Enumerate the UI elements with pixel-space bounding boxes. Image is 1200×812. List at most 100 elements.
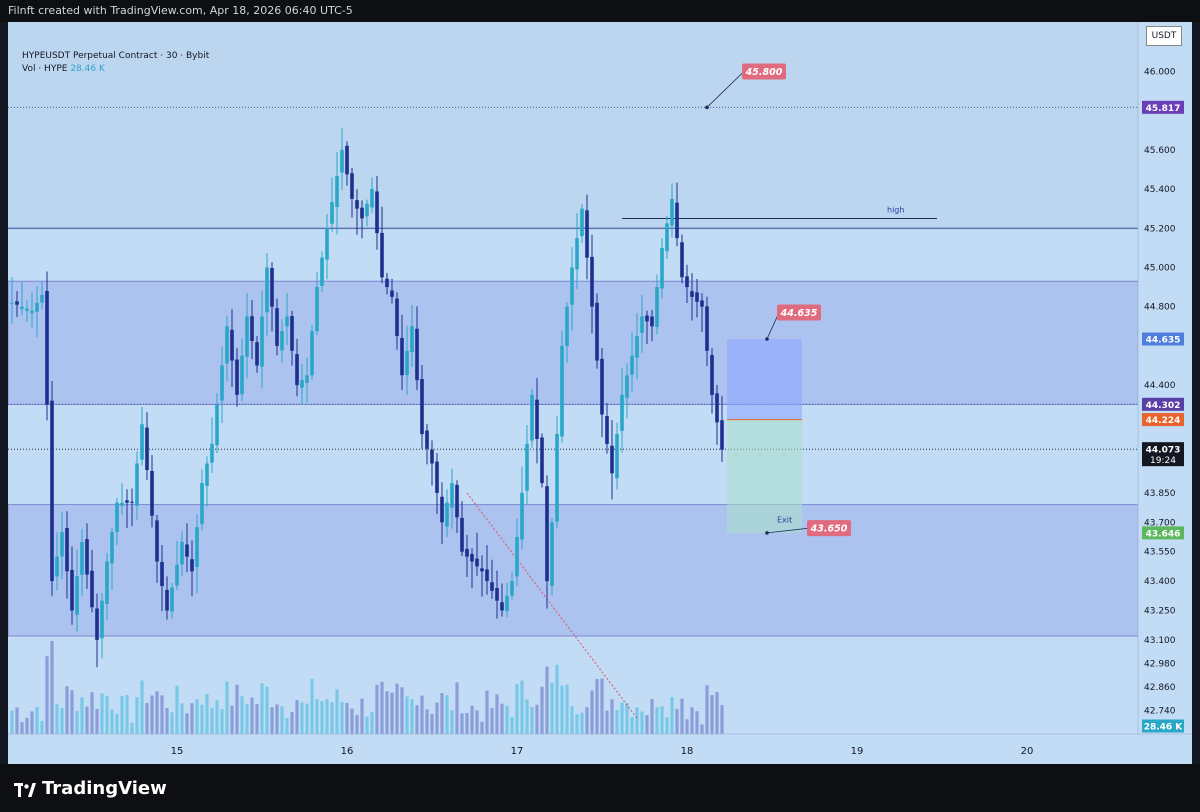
candle-body xyxy=(590,256,594,307)
callout-anchor[interactable] xyxy=(765,531,769,535)
candle-body xyxy=(340,149,344,173)
candle-body xyxy=(560,345,564,437)
candle-body xyxy=(390,290,394,297)
volume-bar xyxy=(95,708,99,734)
candle-body xyxy=(615,434,619,479)
volume-bar xyxy=(255,704,259,734)
candle-body xyxy=(220,365,224,401)
candle-body xyxy=(250,316,254,341)
callout-anchor[interactable] xyxy=(765,337,769,341)
price-tick-label: 43.700 xyxy=(1144,518,1176,528)
price-label-box[interactable] xyxy=(1142,526,1184,540)
candle-body xyxy=(565,306,569,346)
volume-bar xyxy=(545,666,549,734)
volume-bar xyxy=(165,708,169,734)
volume-bar xyxy=(425,709,429,734)
price-label-box[interactable] xyxy=(1142,100,1184,114)
candle-body xyxy=(445,502,449,527)
volume-bar xyxy=(445,695,449,734)
callout-box[interactable] xyxy=(742,63,786,80)
candle-body xyxy=(545,486,549,582)
price-tick-label: 44.400 xyxy=(1144,381,1176,391)
candle-body xyxy=(275,308,279,346)
callout-leader xyxy=(766,527,810,534)
volume-bar xyxy=(505,705,509,734)
price-label-box[interactable] xyxy=(1142,442,1184,467)
tradingview-logo[interactable]: TradingView xyxy=(14,776,167,800)
candle-body xyxy=(325,228,329,260)
volume-bar xyxy=(320,701,324,734)
symbol-title: HYPEUSDT Perpetual Contract · 30 · Bybit xyxy=(22,51,210,61)
volume-bar xyxy=(670,696,674,734)
volume-bar xyxy=(365,716,369,734)
candle-body xyxy=(625,375,629,398)
time-tick-label: 19 xyxy=(851,746,864,757)
price-label-box[interactable] xyxy=(1142,397,1184,411)
position-stop-zone[interactable] xyxy=(727,419,802,533)
currency-unit-button[interactable]: USDT xyxy=(1146,26,1182,46)
volume-bar xyxy=(210,707,214,734)
volume-bar xyxy=(460,713,464,734)
price-axis[interactable] xyxy=(1138,22,1192,734)
price-tick-label: 43.250 xyxy=(1144,607,1176,617)
candle-body xyxy=(140,424,144,460)
volume-bar xyxy=(170,712,174,734)
candle-body xyxy=(180,541,184,565)
volume-bar xyxy=(285,718,289,734)
candle-body xyxy=(40,294,44,303)
volume-bar xyxy=(200,704,204,734)
candle-body xyxy=(385,278,389,288)
candle-body xyxy=(320,257,324,286)
price-tick-label: 45.000 xyxy=(1144,263,1176,273)
volume-bar xyxy=(605,710,609,734)
supply-demand-zone[interactable] xyxy=(8,504,1139,637)
candle-body xyxy=(270,268,274,307)
volume-bar xyxy=(355,715,359,734)
trend-line[interactable] xyxy=(466,492,638,719)
callout-box[interactable] xyxy=(777,304,821,321)
volume-bar xyxy=(700,724,704,734)
volume-bar xyxy=(430,713,434,734)
position-target-zone[interactable] xyxy=(727,339,802,420)
price-label-box[interactable] xyxy=(1142,332,1184,346)
volume-bar xyxy=(130,722,134,734)
price-label-box[interactable] xyxy=(1142,719,1184,733)
volume-bar xyxy=(25,717,29,734)
volume-bar xyxy=(195,699,199,734)
price-label-box[interactable] xyxy=(1142,413,1184,427)
candle-body xyxy=(215,404,219,446)
candle-body xyxy=(495,588,499,601)
candle-body xyxy=(505,595,509,612)
volume-bar xyxy=(650,698,654,734)
callout-anchor[interactable] xyxy=(705,105,709,110)
volume-bar xyxy=(655,707,659,734)
price-chart[interactable]: 45.800 44.635 43.650 high Exit 46.000 45.600 45… xyxy=(8,22,1192,764)
candle-body xyxy=(125,500,129,503)
callout-label: 43.650 xyxy=(810,524,848,535)
candle-body xyxy=(715,393,719,423)
candle-body xyxy=(670,198,674,226)
volume-bar xyxy=(645,715,649,734)
chart-frame[interactable]: 45.800 44.635 43.650 high Exit 46.000 45.600 45… xyxy=(8,22,1192,764)
time-tick-label: 16 xyxy=(341,746,354,757)
candle-body xyxy=(350,173,354,199)
volume-bar xyxy=(35,707,39,734)
time-axis[interactable] xyxy=(8,734,1192,764)
candle-body xyxy=(640,316,644,333)
volume-bar xyxy=(60,707,64,734)
volume-bar xyxy=(75,711,79,734)
candle-body xyxy=(15,301,19,305)
candle-body xyxy=(600,358,604,415)
candle-body xyxy=(580,208,584,237)
candle-body xyxy=(410,326,414,353)
candle-body xyxy=(550,522,554,586)
candle-body xyxy=(635,336,639,358)
volume-bar xyxy=(100,693,104,734)
callout-box[interactable] xyxy=(807,520,851,537)
volume-bar xyxy=(180,703,184,734)
candle-body xyxy=(70,569,74,611)
candle-body xyxy=(530,394,534,441)
countdown-text: 19:24 xyxy=(1150,456,1176,466)
candle-body xyxy=(375,191,379,234)
volume-bar xyxy=(350,708,354,734)
